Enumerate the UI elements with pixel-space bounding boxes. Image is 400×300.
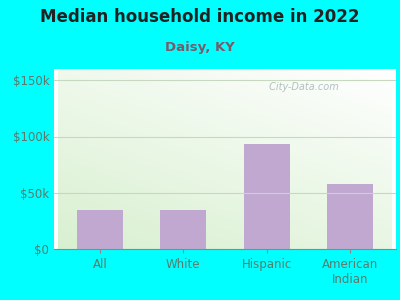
- Text: Median household income in 2022: Median household income in 2022: [40, 8, 360, 26]
- Text: City-Data.com: City-Data.com: [266, 82, 339, 92]
- Bar: [244, 144, 290, 249]
- Bar: [77, 210, 123, 249]
- Bar: [160, 210, 206, 249]
- Bar: [327, 184, 373, 249]
- Text: Daisy, KY: Daisy, KY: [165, 40, 235, 53]
